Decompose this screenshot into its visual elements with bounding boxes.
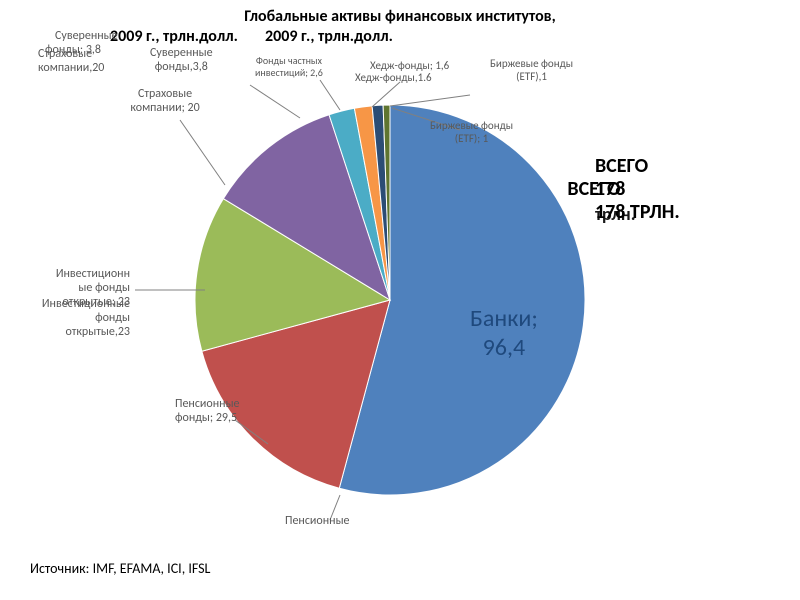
sov2-l2: фонды,3,8 [155,60,208,74]
total-line2a: трлн. [595,204,636,225]
callout-etf2: Биржевые фонды (ETF); 1 [430,120,513,145]
callout-sovereign2: Суверенные фонды,3,8 [150,47,213,75]
inv1-l1: Инвестиционн [56,267,130,281]
banks-l2: 96,4 [483,333,525,362]
banks-slice-label: Банки; 96,4 [470,305,538,363]
pension-l2: фонды; 29,5 [175,411,237,425]
ins2-l2: компании; 20 [130,101,199,115]
sov1-l2: фонды; 3,8 [45,43,101,57]
inv2-l1: Инвестиционные [42,297,130,311]
pension-l1: Пенсионные [175,397,240,411]
callout-sovereign1: Суверенные фонды; 3,8 [55,30,118,58]
chart-title-line2b: 2009 г., трлн.долл. [265,28,393,46]
chart-title-line1: Глобальные активы финансовых институтов, [130,8,670,26]
ins1-l2: компании,20 [38,61,104,75]
sov2-l1: Суверенные [150,46,213,60]
etf2-l2: (ETF); 1 [455,132,488,145]
inv2-l3: открытые,23 [65,325,130,339]
inv2-l2: фонды [95,311,130,325]
callout-insurance2: Страховые компании; 20 [120,88,210,116]
priv-l2: инвестиций; 2,6 [255,66,323,79]
sov1-l1: Суверенные [55,29,118,43]
callout-private: Фонды частных инвестиций; 2,6 [255,55,323,78]
callout-etf1: Биржевые фонды (ETF),1 [490,58,573,83]
pensionb-l1: Пенсионные [285,514,350,528]
total-line1b: ВСЕГО [567,177,620,201]
banks-l1: Банки; [470,304,538,333]
chart-container: Глобальные активы финансовых институтов,… [0,0,800,600]
source-text: Источник: IMF, EFAMA, ICI, IFSL [30,560,210,577]
etf2-l1: Биржевые фонды [430,119,513,132]
hedge2-l1: Хедж-фонды,1.6 [355,71,432,84]
callout-pension-below: Пенсионные [285,515,350,529]
inv1-l2: ые фонды [78,281,130,295]
etf1-l2: (ETF),1 [516,70,547,83]
callout-invest2: Инвестиционные фонды открытые,23 [30,298,130,339]
etf1-l1: Биржевые фонды [490,57,573,70]
chart-title-line2a: 2009 г., трлн.долл. [110,28,238,46]
callout-pension: Пенсионные фонды; 29,5 [175,398,240,426]
ins2-l1: Страховые [138,87,192,101]
callout-hedge2: Хедж-фонды,1.6 [355,72,432,85]
